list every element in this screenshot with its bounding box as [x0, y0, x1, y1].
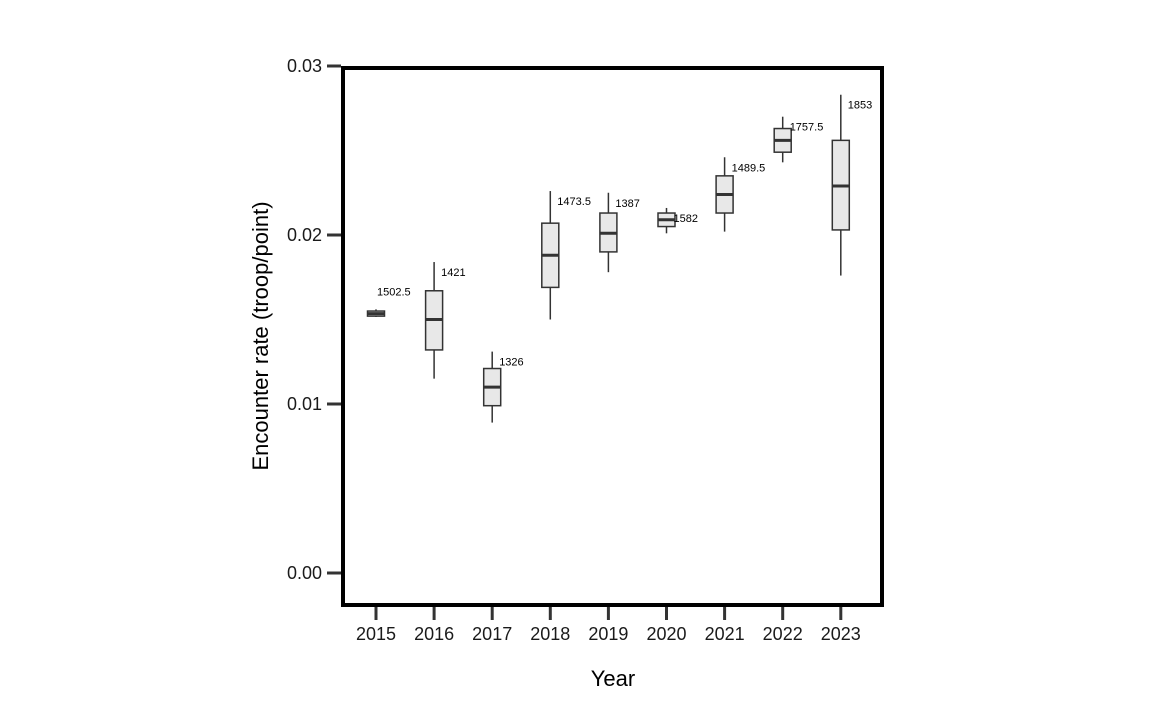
box-2018: 1473.5: [541, 191, 591, 320]
box-series: 1502.5 1421 1326 1473.5 1387 1582 1489.5 1757.5…: [366, 94, 872, 423]
y-tick-label: 0.00: [287, 563, 322, 583]
box-value-label: 1473.5: [557, 196, 591, 208]
y-axis-title: Encounter rate (troop/point): [248, 201, 273, 470]
x-tick-label: 2022: [763, 624, 803, 644]
box-2021: 1489.5: [715, 157, 766, 232]
x-tick-label: 2015: [356, 624, 396, 644]
plot-frame: [341, 66, 884, 607]
box-2023: 1853: [831, 94, 872, 276]
x-tick-label: 2017: [472, 624, 512, 644]
box-value-label: 1421: [441, 267, 465, 279]
x-tick-label: 2018: [530, 624, 570, 644]
y-tick-label: 0.01: [287, 394, 322, 414]
y-tick-label: 0.02: [287, 225, 322, 245]
box-2019: 1387: [599, 192, 640, 273]
x-tick-label: 2020: [646, 624, 686, 644]
box-2017: 1326: [482, 351, 524, 423]
box-value-label: 1582: [674, 213, 698, 225]
y-tick-label: 0.03: [287, 56, 322, 76]
y-axis: 0.00 0.01 0.02 0.03: [287, 56, 341, 583]
x-tick-label: 2021: [705, 624, 745, 644]
x-tick-label: 2019: [588, 624, 628, 644]
box-value-label: 1489.5: [732, 162, 766, 174]
box-2022: 1757.5: [773, 116, 824, 163]
box-2020: 1582: [657, 207, 698, 234]
box-value-label: 1387: [615, 198, 639, 210]
box-value-label: 1757.5: [790, 122, 824, 134]
x-axis-title: Year: [591, 666, 635, 691]
box-value-label: 1502.5: [377, 286, 411, 298]
x-tick-label: 2016: [414, 624, 454, 644]
box-2015: 1502.5: [366, 286, 411, 317]
x-axis: 2015 2016 2017 2018 2019 2020 2021 2022 2023: [356, 607, 861, 644]
box-value-label: 1326: [499, 357, 523, 369]
box-value-label: 1853: [848, 100, 872, 112]
x-tick-label: 2023: [821, 624, 861, 644]
box-2016: 1421: [424, 262, 466, 379]
